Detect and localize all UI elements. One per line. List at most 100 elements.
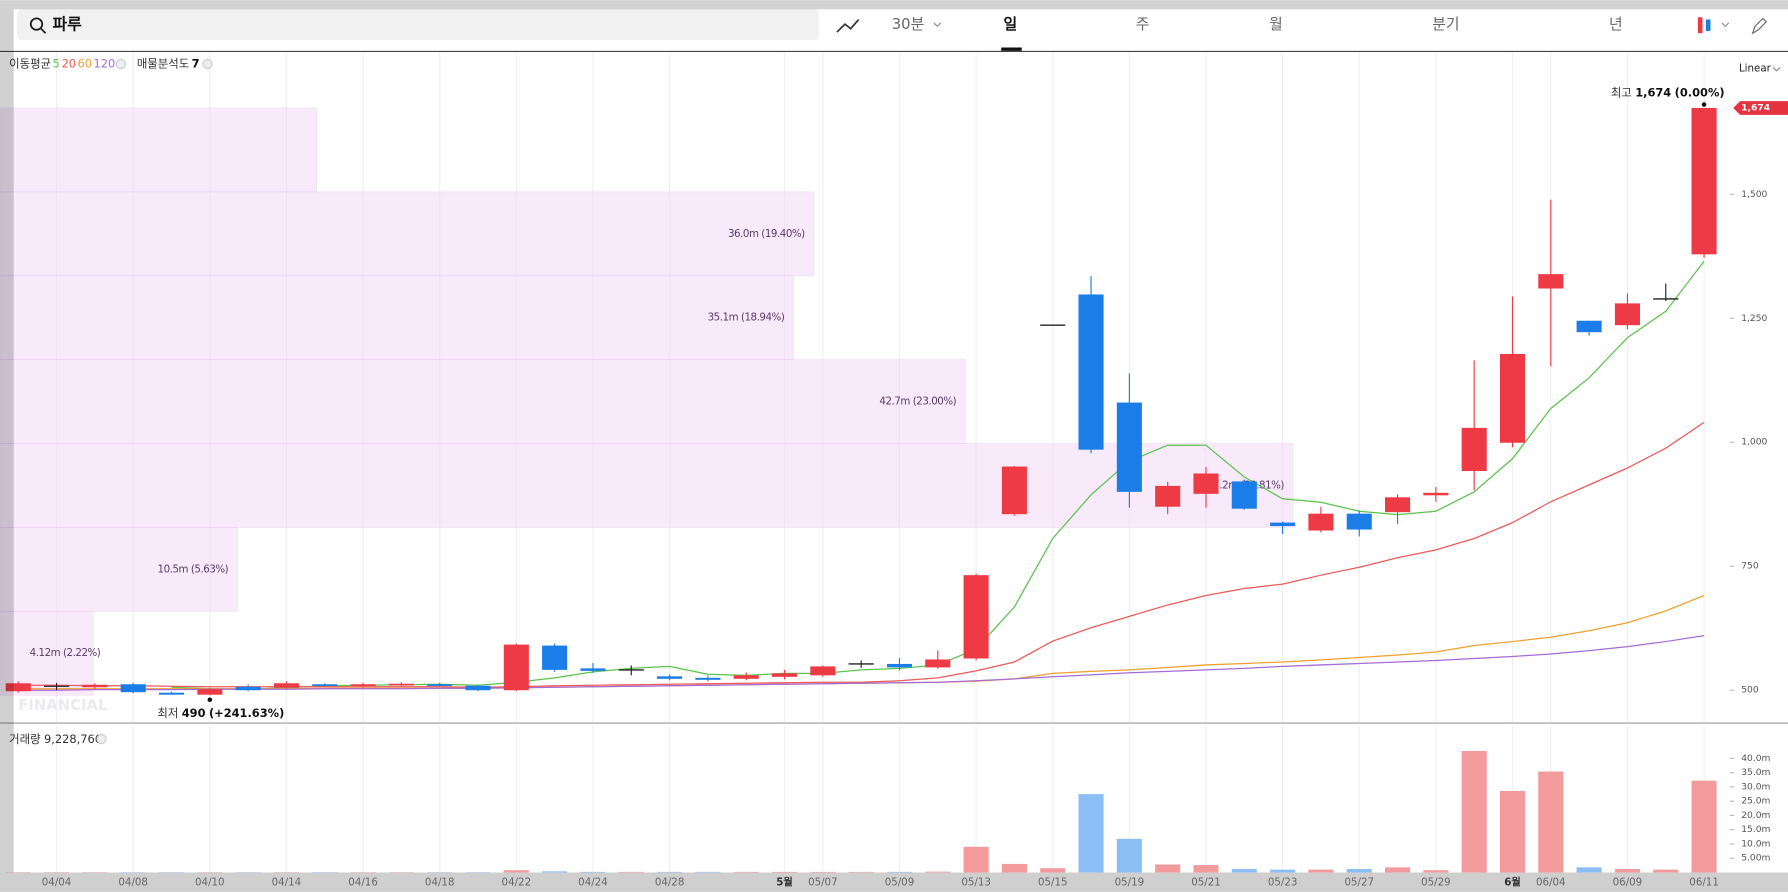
chevron[interactable] <box>1721 22 1730 28</box>
candle-body <box>1231 481 1257 509</box>
x-tick-label: 06/04 <box>1536 877 1566 889</box>
date-axis-strip <box>0 872 1788 892</box>
content: 4.12m (2.22%)10.5m (5.63%)57.2m (30.81%)… <box>0 52 1788 873</box>
volume-profile-label: 10.5m (5.63%) <box>158 563 229 575</box>
x-tick-label: 04/22 <box>502 877 532 889</box>
close-ma[interactable] <box>115 58 127 70</box>
candle-body <box>388 683 414 686</box>
candle-body <box>427 684 453 686</box>
candle-body <box>235 686 261 691</box>
volume-bar <box>1461 751 1487 873</box>
candle-body <box>1576 320 1602 333</box>
candle-body <box>312 684 338 686</box>
ma-period: 20 <box>62 56 77 70</box>
high-marker-label: 최고 1,674 (0.00%) <box>1611 85 1725 99</box>
volume-bar <box>1346 869 1372 873</box>
x-tick-label: 05/29 <box>1421 877 1451 889</box>
search-box[interactable] <box>17 9 819 41</box>
volume-profile-label: 36.0m (19.40%) <box>728 228 805 240</box>
x-tick-label: 04/10 <box>195 877 225 889</box>
volume-bar <box>580 871 606 873</box>
x-tick-label: 04/08 <box>118 877 148 889</box>
volume-bar <box>848 871 874 873</box>
low-marker-text: 최저 <box>157 705 178 719</box>
chart-type-icon[interactable] <box>1705 19 1711 31</box>
volume-y-tick-label: 35.0m <box>1741 768 1770 778</box>
volume-bar <box>618 871 644 873</box>
candle-body <box>1116 402 1142 492</box>
volume-profile-band <box>0 275 794 360</box>
y-tick-label: 1,250 <box>1741 314 1767 324</box>
candle-body <box>5 683 31 692</box>
chevron[interactable] <box>1772 67 1781 72</box>
volume-bar <box>1691 780 1717 873</box>
draw-tool-icon[interactable] <box>1751 17 1768 35</box>
x-tick-label: 04/16 <box>348 877 378 889</box>
period-tab[interactable]: 주 <box>1136 16 1150 33</box>
profile-bins: 7 <box>192 56 200 70</box>
y-tick-label: 750 <box>1741 562 1759 572</box>
candle-body <box>1691 107 1717 255</box>
volume-bar <box>963 846 989 873</box>
candle-body <box>925 659 951 668</box>
candle-body <box>1155 485 1181 507</box>
period-tab[interactable]: 월 <box>1269 16 1283 33</box>
x-tick-label: 05/19 <box>1115 877 1145 889</box>
period-tab[interactable]: 분기 <box>1432 16 1459 33</box>
volume-bar <box>1385 867 1411 873</box>
candle-body <box>82 684 108 688</box>
candle-body <box>503 644 529 691</box>
volume-bar <box>542 871 568 873</box>
volume-y-tick-label: 25.0m <box>1741 797 1770 807</box>
candle-body <box>542 645 568 670</box>
x-tick-label: 04/14 <box>272 877 302 889</box>
candle-body <box>1385 497 1411 513</box>
candle-body <box>1499 353 1526 443</box>
volume-bar <box>1001 863 1027 873</box>
period-tab[interactable]: 년 <box>1609 16 1623 33</box>
low-marker-label: 최저 490 (+241.63%) <box>157 705 284 719</box>
indicator-icon[interactable] <box>836 18 860 33</box>
high-marker-value: 1,674 <box>1635 85 1671 99</box>
candle-body <box>465 685 491 691</box>
chart-type-icon[interactable] <box>1697 17 1703 34</box>
volume-y-tick-label: 15.0m <box>1741 825 1770 835</box>
volume-bar <box>1116 838 1142 873</box>
x-tick-label: 05/15 <box>1038 877 1068 889</box>
volume-profile-band <box>0 191 815 277</box>
close-volume[interactable] <box>96 733 107 745</box>
period-tab[interactable]: 일 <box>1003 16 1017 33</box>
ma-period: 5 <box>52 56 59 70</box>
low-marker-value: 490 <box>182 705 206 719</box>
volume-bar <box>1538 771 1564 873</box>
volume-label: 거래량 <box>9 732 41 746</box>
volume-profile-band <box>0 610 94 696</box>
volume-bar <box>1193 865 1219 873</box>
close-profile[interactable] <box>202 58 213 70</box>
candle-body <box>1423 492 1449 496</box>
search-query[interactable]: 파루 <box>52 15 82 34</box>
volume-bar <box>1499 790 1526 873</box>
frame <box>0 9 14 873</box>
ma-label: 이동평균 <box>9 56 51 70</box>
y-tick-label: 1,000 <box>1741 438 1767 448</box>
chevron[interactable] <box>933 22 942 28</box>
x-tick-label: 05/13 <box>961 877 991 889</box>
candle-body <box>1001 466 1027 515</box>
volume-bar <box>771 871 798 873</box>
x-tick-label: 04/24 <box>578 877 608 889</box>
low-marker-dot <box>207 697 213 703</box>
last-price-label: 1,674 <box>1741 103 1770 113</box>
candle-body <box>1078 294 1104 450</box>
candle-body <box>1270 522 1296 527</box>
x-tick-label: 05/27 <box>1344 877 1374 889</box>
search-icon <box>29 17 44 31</box>
candle-body <box>657 676 683 679</box>
interval-select[interactable]: 30분 <box>892 16 924 33</box>
volume-bar <box>1078 794 1104 873</box>
low-marker-change: (+241.63%) <box>209 705 284 719</box>
frame <box>0 0 1788 10</box>
volume-profile-band <box>0 443 1294 528</box>
scale-mode[interactable]: Linear <box>1739 63 1772 75</box>
